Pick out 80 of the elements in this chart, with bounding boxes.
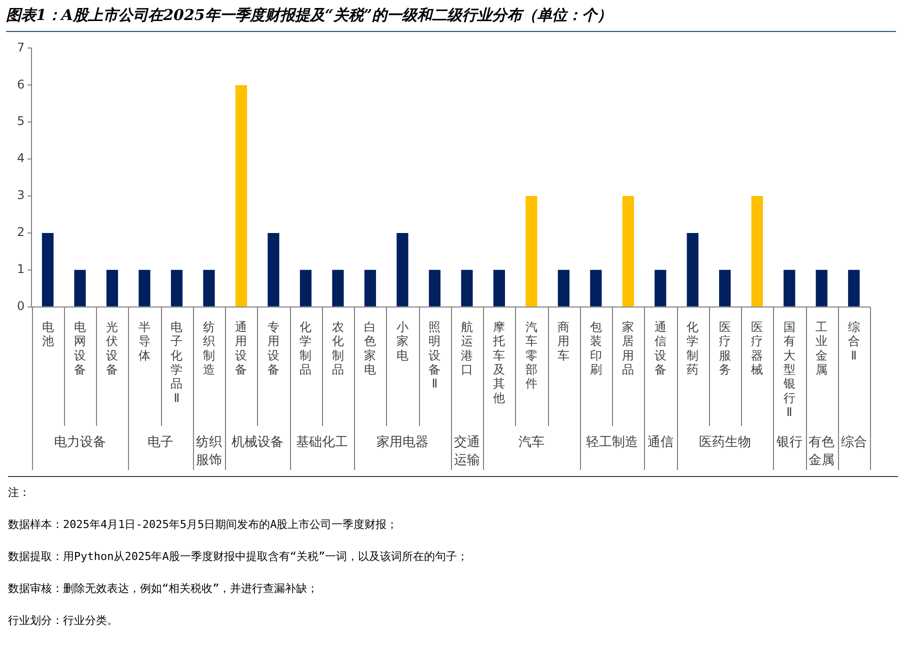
category-label: 轻工制造 [586, 434, 638, 450]
category-label: 电子 [148, 434, 174, 450]
y-tick-label: 1 [16, 262, 25, 276]
category-label: 小家电 [396, 320, 408, 362]
category-label: 通用设备 [235, 320, 248, 377]
category-label: 基础化工 [296, 434, 348, 450]
category-label: 化学制品 [300, 320, 312, 377]
y-tick-label: 5 [16, 114, 25, 128]
y-tick-label: 4 [16, 151, 25, 166]
bar [74, 270, 86, 306]
category-label: 家居用品 [622, 320, 634, 377]
y-tick-label: 7 [16, 40, 25, 54]
bar [654, 270, 666, 306]
category-label: 机械设备 [231, 434, 284, 450]
bar [396, 232, 408, 306]
bar [428, 270, 440, 306]
text: 行业划分：行业分类。 [8, 613, 119, 628]
category-label: 医药生物 [698, 434, 751, 450]
bar [170, 270, 183, 306]
category-label: 电力设备 [54, 434, 106, 450]
bar [332, 270, 344, 306]
bar [364, 270, 376, 306]
category-label: 半导体 [138, 320, 150, 362]
bar [590, 270, 602, 306]
category-label: 有色金属 [808, 434, 835, 468]
y-tick-label: 3 [16, 188, 25, 202]
bar [138, 270, 150, 306]
bar [622, 196, 634, 306]
bar [203, 270, 215, 306]
category-label: 工业金属 [816, 320, 828, 377]
bar [493, 270, 505, 306]
category-label: 交通运输 [454, 434, 480, 468]
bar [235, 85, 248, 306]
category-label: 照明设备Ⅱ [428, 320, 441, 391]
category-label: 电子化学品Ⅱ [170, 320, 183, 405]
category-label: 纺织制造 [202, 320, 215, 377]
bar [848, 270, 860, 306]
category-label: 综合 [840, 434, 867, 450]
category-label: 白色家电 [364, 320, 376, 377]
category-label: 汽车 [518, 434, 544, 450]
category-label: 国有大型银行Ⅱ [783, 320, 796, 420]
category-label: 电池 [42, 320, 54, 348]
category-label: 通信 [647, 434, 674, 450]
text: 注： [8, 485, 31, 500]
category-label: 化学制药 [686, 320, 699, 377]
category-label: 通信设备 [654, 320, 666, 377]
bar [106, 270, 118, 306]
category-label: 医疗器械 [751, 320, 764, 377]
text: 数据样本：2025年4月1日-2025年5月5日期间发布的A股上市公司一季度财报； [8, 517, 399, 532]
bar [461, 270, 473, 306]
y-tick-label: 0 [16, 299, 25, 314]
bar [300, 270, 312, 306]
chart-title: 图表1：A股上市公司在2025年一季度财报提及“关税”的一级和二级行业分布（单位：个） [6, 6, 896, 32]
category-label: 包装印刷 [590, 320, 602, 377]
bar [816, 270, 828, 306]
bar [751, 196, 763, 306]
y-tick-label: 2 [16, 225, 25, 240]
category-label: 航运港口 [460, 320, 473, 377]
category-label: 商用车 [558, 320, 570, 362]
bar [268, 232, 280, 306]
text: 数据审核：删除无效表达，例如“相关税收”，并进行查漏补缺； [8, 581, 320, 596]
category-label: 摩托车及其他 [493, 320, 506, 405]
category-label: 银行 [776, 434, 802, 450]
bar [784, 270, 796, 306]
bar [686, 232, 698, 306]
category-label: 纺织服饰 [196, 434, 222, 468]
category-label: 电网设备 [74, 320, 86, 377]
text: 数据提取：用Python从2025年A股一季度财报中提取含有“关税”一词，以及该词所在的句子； [8, 549, 470, 564]
bar [42, 232, 54, 306]
category-label: 综合Ⅱ [848, 320, 860, 362]
category-label: 医疗服务 [718, 320, 731, 377]
category-label: 农化制品 [332, 320, 344, 377]
category-label: 家用电器 [376, 434, 428, 450]
bar [719, 270, 731, 306]
y-tick-label: 6 [16, 77, 25, 92]
bar [526, 196, 538, 306]
category-label: 汽车零部件 [525, 320, 538, 391]
category-label: 专用设备 [267, 320, 280, 377]
category-label: 光伏设备 [106, 320, 118, 377]
bar [558, 270, 570, 306]
